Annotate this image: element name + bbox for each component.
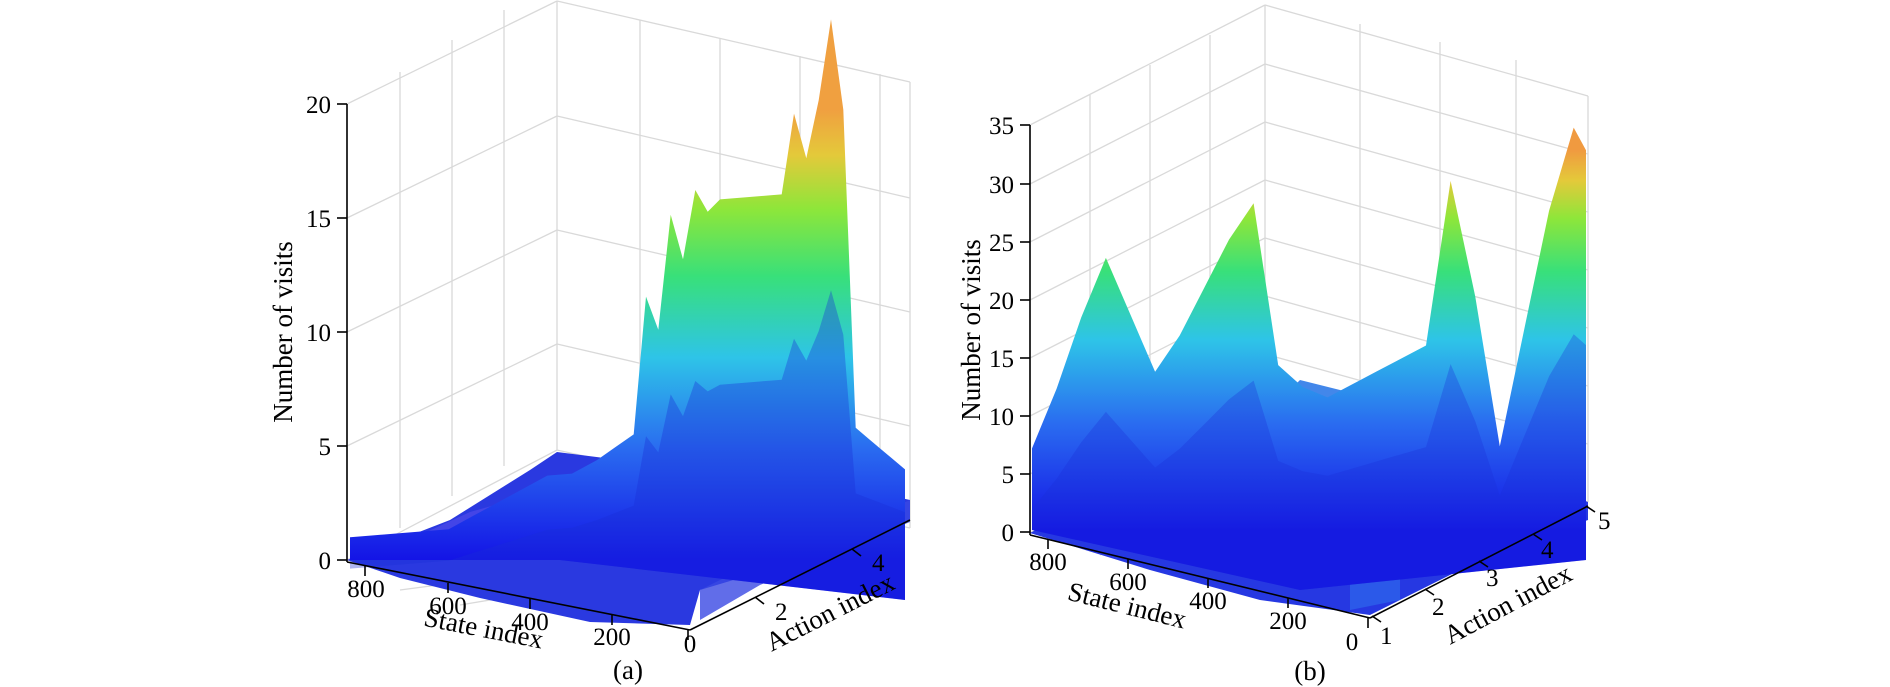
panel-b-z-label: Number of visits xyxy=(956,239,986,421)
panel-a-state-tick: 400 xyxy=(511,609,549,636)
panel-a-z-tick-labels: 0 5 10 15 20 xyxy=(306,92,331,575)
panel-a-state-tick-labels: 800 600 400 200 0 xyxy=(347,576,696,658)
panel-a: 0 5 10 15 20 800 600 400 200 0 2 4 Numbe… xyxy=(268,0,911,685)
panel-b-state-tick-labels: 800 600 400 200 0 xyxy=(1029,549,1358,656)
panel-b-surface-peaks xyxy=(1032,127,1586,590)
panel-a-surface-peak xyxy=(350,19,905,600)
panel-a-state-tick: 0 xyxy=(684,631,697,658)
panel-b-z-tick: 15 xyxy=(989,346,1014,373)
panel-b-state-tick: 600 xyxy=(1109,569,1147,596)
panel-b-state-tick: 400 xyxy=(1189,588,1227,615)
panel-a-state-tick: 600 xyxy=(429,593,467,620)
panel-b-z-tick: 10 xyxy=(989,404,1014,431)
panel-b-z-tick-labels: 0 5 10 15 20 25 30 35 xyxy=(989,113,1014,547)
panel-a-action-tick: 4 xyxy=(872,550,885,577)
panel-b-state-tick: 800 xyxy=(1029,549,1067,576)
panel-b-state-tick: 200 xyxy=(1269,608,1307,635)
panel-b-action-tick: 5 xyxy=(1598,508,1611,535)
panel-b-surface-shade xyxy=(1032,334,1586,590)
panel-b-action-tick: 3 xyxy=(1486,565,1499,592)
panel-a-z-tick: 20 xyxy=(306,92,331,119)
panel-a-surface-shade xyxy=(350,290,905,600)
panel-b-action-tick-labels: 1 2 3 4 5 xyxy=(1380,508,1611,650)
panel-b-z-tick: 5 xyxy=(1002,462,1015,489)
panel-a-action-tick-labels: 2 4 xyxy=(775,550,885,626)
panel-b-z-tick: 35 xyxy=(989,113,1014,140)
panel-b-caption: (b) xyxy=(1294,656,1325,686)
panel-b: 0 5 10 15 20 25 30 35 800 600 400 200 0 … xyxy=(956,4,1611,686)
panel-b-action-tick: 1 xyxy=(1380,623,1393,650)
panel-b-z-tick: 0 xyxy=(1002,520,1015,547)
panel-b-axes xyxy=(1020,124,1596,628)
panel-b-action-tick: 2 xyxy=(1432,594,1445,621)
panel-a-caption: (a) xyxy=(613,655,643,685)
panel-a-state-tick: 200 xyxy=(593,624,631,651)
panel-a-z-tick: 10 xyxy=(306,320,331,347)
panel-a-z-tick: 0 xyxy=(319,548,332,575)
panel-a-state-tick: 800 xyxy=(347,576,385,603)
panel-b-z-tick: 30 xyxy=(989,172,1014,199)
panel-b-action-tick: 4 xyxy=(1541,537,1554,564)
panel-a-z-label: Number of visits xyxy=(268,241,298,423)
panel-a-action-tick: 2 xyxy=(775,599,788,626)
panel-a-axes xyxy=(337,103,911,640)
panel-a-z-tick: 15 xyxy=(306,206,331,233)
panel-a-z-tick: 5 xyxy=(319,434,332,461)
panel-b-state-tick: 0 xyxy=(1346,629,1359,656)
panel-b-z-tick: 20 xyxy=(989,288,1014,315)
panel-b-z-tick: 25 xyxy=(989,230,1014,257)
